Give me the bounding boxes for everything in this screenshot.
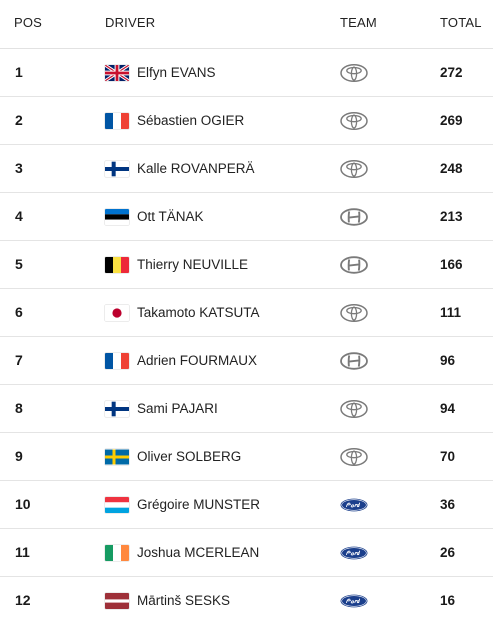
toyota-logo-icon bbox=[339, 303, 369, 323]
driver-name[interactable]: Oliver SOLBERG bbox=[137, 449, 242, 464]
table-row[interactable]: 11 Joshua MCERLEAN 26 bbox=[0, 529, 493, 577]
table-row[interactable]: 9 Oliver SOLBERG 70 bbox=[0, 433, 493, 481]
header-pos: POS bbox=[14, 15, 43, 30]
hyundai-logo-icon bbox=[339, 207, 369, 227]
toyota-logo-icon bbox=[339, 63, 369, 83]
estonia-flag-icon bbox=[105, 209, 129, 225]
table-row[interactable]: 1 Elfyn EVANS 272 bbox=[0, 49, 493, 97]
row-position: 8 bbox=[15, 400, 23, 416]
driver-name[interactable]: Sébastien OGIER bbox=[137, 113, 245, 128]
row-position: 9 bbox=[15, 448, 23, 464]
table-row[interactable]: 10 Grégoire MUNSTER 36 bbox=[0, 481, 493, 529]
table-row[interactable]: 6 Takamoto KATSUTA 111 bbox=[0, 289, 493, 337]
belgium-flag-icon bbox=[105, 257, 129, 273]
table-row[interactable]: 2 Sébastien OGIER 269 bbox=[0, 97, 493, 145]
points-total: 36 bbox=[440, 497, 456, 512]
ford-logo-icon bbox=[339, 591, 369, 611]
driver-name[interactable]: Ott TÄNAK bbox=[137, 209, 204, 224]
row-position: 4 bbox=[15, 208, 23, 224]
points-total: 96 bbox=[440, 353, 456, 368]
table-row[interactable]: 7 Adrien FOURMAUX 96 bbox=[0, 337, 493, 385]
header-driver: DRIVER bbox=[105, 15, 156, 30]
table-row[interactable]: 8 Sami PAJARI 94 bbox=[0, 385, 493, 433]
france-flag-icon bbox=[105, 113, 129, 129]
toyota-logo-icon bbox=[339, 159, 369, 179]
row-position: 7 bbox=[15, 352, 23, 368]
header-team: TEAM bbox=[340, 15, 377, 30]
table-row[interactable]: 5 Thierry NEUVILLE 166 bbox=[0, 241, 493, 289]
points-total: 16 bbox=[440, 593, 456, 608]
ford-logo-icon bbox=[339, 495, 369, 515]
ireland-flag-icon bbox=[105, 545, 129, 561]
driver-name[interactable]: Sami PAJARI bbox=[137, 401, 218, 416]
driver-name[interactable]: Takamoto KATSUTA bbox=[137, 305, 260, 320]
points-total: 248 bbox=[440, 161, 463, 176]
table-row[interactable]: 12 Mārtinš SESKS 16 bbox=[0, 577, 493, 624]
toyota-logo-icon bbox=[339, 447, 369, 467]
luxembourg-flag-icon bbox=[105, 497, 129, 513]
points-total: 26 bbox=[440, 545, 456, 560]
finland-flag-icon bbox=[105, 401, 129, 417]
driver-name[interactable]: Mārtinš SESKS bbox=[137, 593, 231, 608]
sweden-flag-icon bbox=[105, 449, 129, 465]
table-body: 1 Elfyn EVANS 272 2 Sébastien OGIER 269 3 Kalle… bbox=[0, 49, 493, 624]
ford-logo-icon bbox=[339, 543, 369, 563]
table-row[interactable]: 3 Kalle ROVANPERÄ 248 bbox=[0, 145, 493, 193]
hyundai-logo-icon bbox=[339, 255, 369, 275]
driver-name[interactable]: Grégoire MUNSTER bbox=[137, 497, 261, 512]
row-position: 12 bbox=[15, 592, 31, 608]
finland-flag-icon bbox=[105, 161, 129, 177]
toyota-logo-icon bbox=[339, 111, 369, 131]
driver-name[interactable]: Elfyn EVANS bbox=[137, 65, 216, 80]
toyota-logo-icon bbox=[339, 399, 369, 419]
row-position: 2 bbox=[15, 112, 23, 128]
row-position: 3 bbox=[15, 160, 23, 176]
japan-flag-icon bbox=[105, 305, 129, 321]
latvia-flag-icon bbox=[105, 593, 129, 609]
table-header: POS DRIVER TEAM TOTAL bbox=[0, 0, 493, 49]
row-position: 11 bbox=[15, 544, 30, 560]
row-position: 1 bbox=[15, 64, 23, 80]
driver-name[interactable]: Kalle ROVANPERÄ bbox=[137, 161, 255, 176]
points-total: 94 bbox=[440, 401, 456, 416]
hyundai-logo-icon bbox=[339, 351, 369, 371]
points-total: 70 bbox=[440, 449, 456, 464]
driver-name[interactable]: Adrien FOURMAUX bbox=[137, 353, 258, 368]
points-total: 272 bbox=[440, 65, 463, 80]
points-total: 111 bbox=[440, 305, 462, 320]
row-position: 5 bbox=[15, 256, 23, 272]
header-total: TOTAL bbox=[440, 15, 482, 30]
points-total: 213 bbox=[440, 209, 463, 224]
table-row[interactable]: 4 Ott TÄNAK 213 bbox=[0, 193, 493, 241]
points-total: 269 bbox=[440, 113, 463, 128]
driver-name[interactable]: Thierry NEUVILLE bbox=[137, 257, 249, 272]
driver-name[interactable]: Joshua MCERLEAN bbox=[137, 545, 260, 560]
row-position: 10 bbox=[15, 496, 31, 512]
uk-flag-icon bbox=[105, 65, 129, 81]
points-total: 166 bbox=[440, 257, 463, 272]
france-flag-icon bbox=[105, 353, 129, 369]
row-position: 6 bbox=[15, 304, 23, 320]
